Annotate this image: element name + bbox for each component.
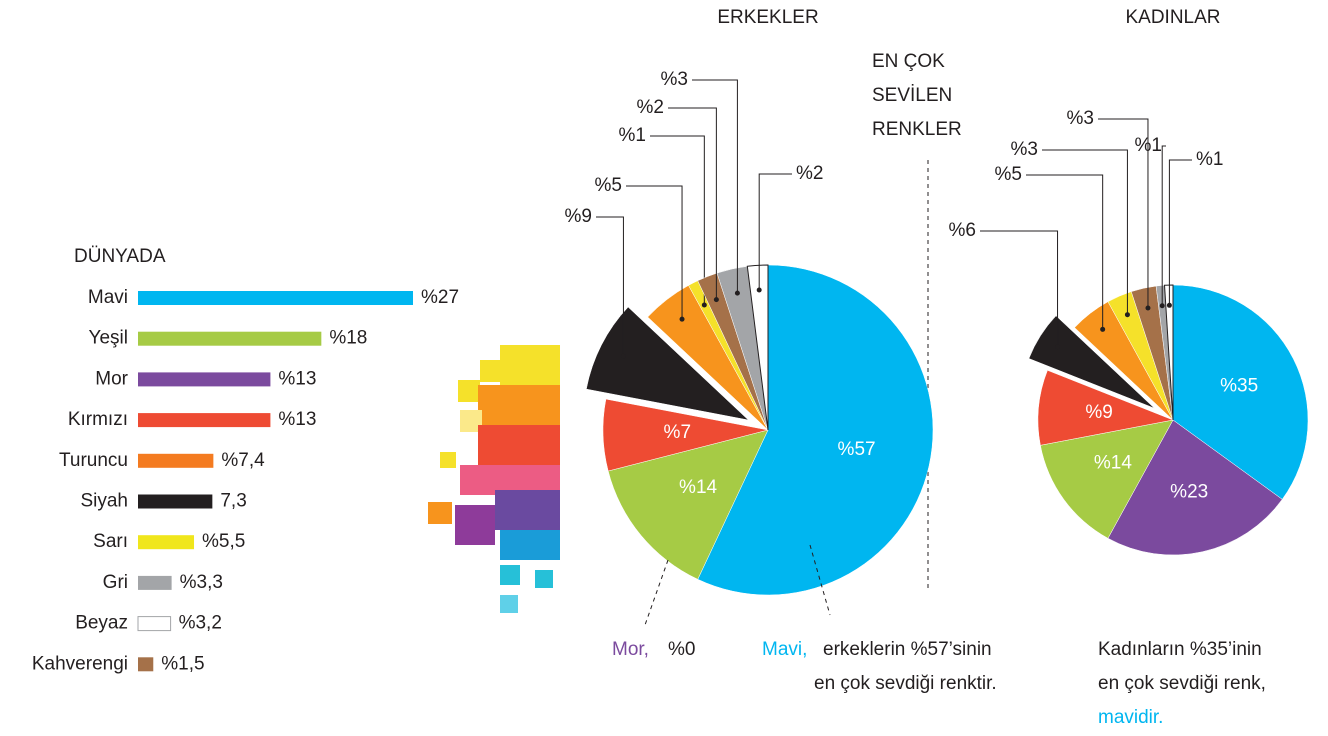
annotation: Mor, <box>612 639 649 660</box>
leader-dot <box>1125 312 1130 317</box>
slice-label: %23 <box>1170 481 1208 502</box>
value-label: %3,3 <box>180 572 223 593</box>
category-label: Beyaz <box>75 613 128 634</box>
leader-line <box>668 108 716 300</box>
leader-dot <box>1100 327 1105 332</box>
category-label: Mor <box>95 368 128 389</box>
leader-dot <box>680 317 685 322</box>
category-label: Sarı <box>93 531 128 552</box>
slice-label: %9 <box>1085 402 1112 423</box>
slice-label: %1 <box>1196 149 1223 170</box>
bar <box>138 657 153 671</box>
slice-label: %35 <box>1220 375 1258 396</box>
category-label: Siyah <box>80 491 128 512</box>
heading: EN ÇOK <box>872 51 945 72</box>
value-label: %18 <box>329 328 367 349</box>
heading: SEVİLEN <box>872 85 952 106</box>
chart-title: KADINLAR <box>1125 7 1220 28</box>
slice-label: %6 <box>949 220 976 241</box>
leader-dot <box>1055 344 1060 349</box>
infographic: EN ÇOK SEVİLEN RENKLER DÜNYADA Mavi %27 Yeş… <box>0 0 1328 736</box>
value-label: %3,2 <box>179 613 222 634</box>
value-label: 7,3 <box>220 491 246 512</box>
slice-label: %3 <box>661 69 688 90</box>
leader-dot <box>1167 303 1172 308</box>
slice-label: %5 <box>995 164 1022 185</box>
annotation: mavidir. <box>1098 707 1163 728</box>
annotation: Kadınların %35’inin <box>1098 639 1262 660</box>
leader-dot <box>702 303 707 308</box>
value-label: %13 <box>278 368 316 389</box>
leader-dot <box>1160 303 1165 308</box>
leader-dot <box>714 297 719 302</box>
bar <box>138 413 270 427</box>
chart-title: ERKEKLER <box>717 7 818 28</box>
leader-dot <box>1145 306 1150 311</box>
category-label: Turuncu <box>59 450 128 471</box>
value-label: %1,5 <box>161 653 204 674</box>
pixel-art <box>428 345 560 613</box>
bar <box>138 454 213 468</box>
leader-line <box>1169 160 1192 305</box>
bar <box>138 495 212 509</box>
slice-label: %0 <box>668 639 695 660</box>
chart-title: DÜNYADA <box>74 246 166 267</box>
category-label: Gri <box>103 572 128 593</box>
annotation: erkeklerin %57’sinin <box>823 639 992 660</box>
annotation: en çok sevdiği renk, <box>1098 673 1266 694</box>
slice-label: %14 <box>679 477 717 498</box>
slice-label: %9 <box>565 206 592 227</box>
slice-label: %3 <box>1067 108 1094 129</box>
slice-label: %1 <box>1135 135 1162 156</box>
bar <box>138 535 194 549</box>
category-label: Kahverengi <box>32 653 128 674</box>
leader-dot <box>621 354 626 359</box>
bar <box>138 576 172 590</box>
bar <box>138 617 171 631</box>
bar <box>138 291 413 305</box>
bar <box>138 372 270 386</box>
leader-dot <box>757 288 762 293</box>
leader-dot <box>735 291 740 296</box>
category-label: Kırmızı <box>68 409 128 430</box>
heading: RENKLER <box>872 119 962 140</box>
leader-line <box>1026 175 1103 329</box>
annotation-leader <box>645 560 668 625</box>
leader-line <box>1162 146 1166 306</box>
slice-label: %5 <box>595 175 622 196</box>
slice-label: %3 <box>1011 139 1038 160</box>
leader-line <box>692 80 737 293</box>
slice-label: %2 <box>637 97 664 118</box>
value-label: %27 <box>421 287 459 308</box>
category-label: Yeşil <box>89 328 128 349</box>
value-label: %5,5 <box>202 531 245 552</box>
slice-label: %14 <box>1094 453 1132 474</box>
value-label: %13 <box>278 409 316 430</box>
bar <box>138 332 321 346</box>
value-label: %7,4 <box>221 450 265 471</box>
annotation: Mavi, <box>762 639 807 660</box>
slice-label: %7 <box>664 422 691 443</box>
slice-label: %57 <box>838 439 876 460</box>
category-label: Mavi <box>88 287 128 308</box>
slice-label: %1 <box>619 125 646 146</box>
slice-label: %2 <box>796 163 823 184</box>
leader-line <box>650 136 704 305</box>
annotation: en çok sevdiği renktir. <box>814 673 997 694</box>
